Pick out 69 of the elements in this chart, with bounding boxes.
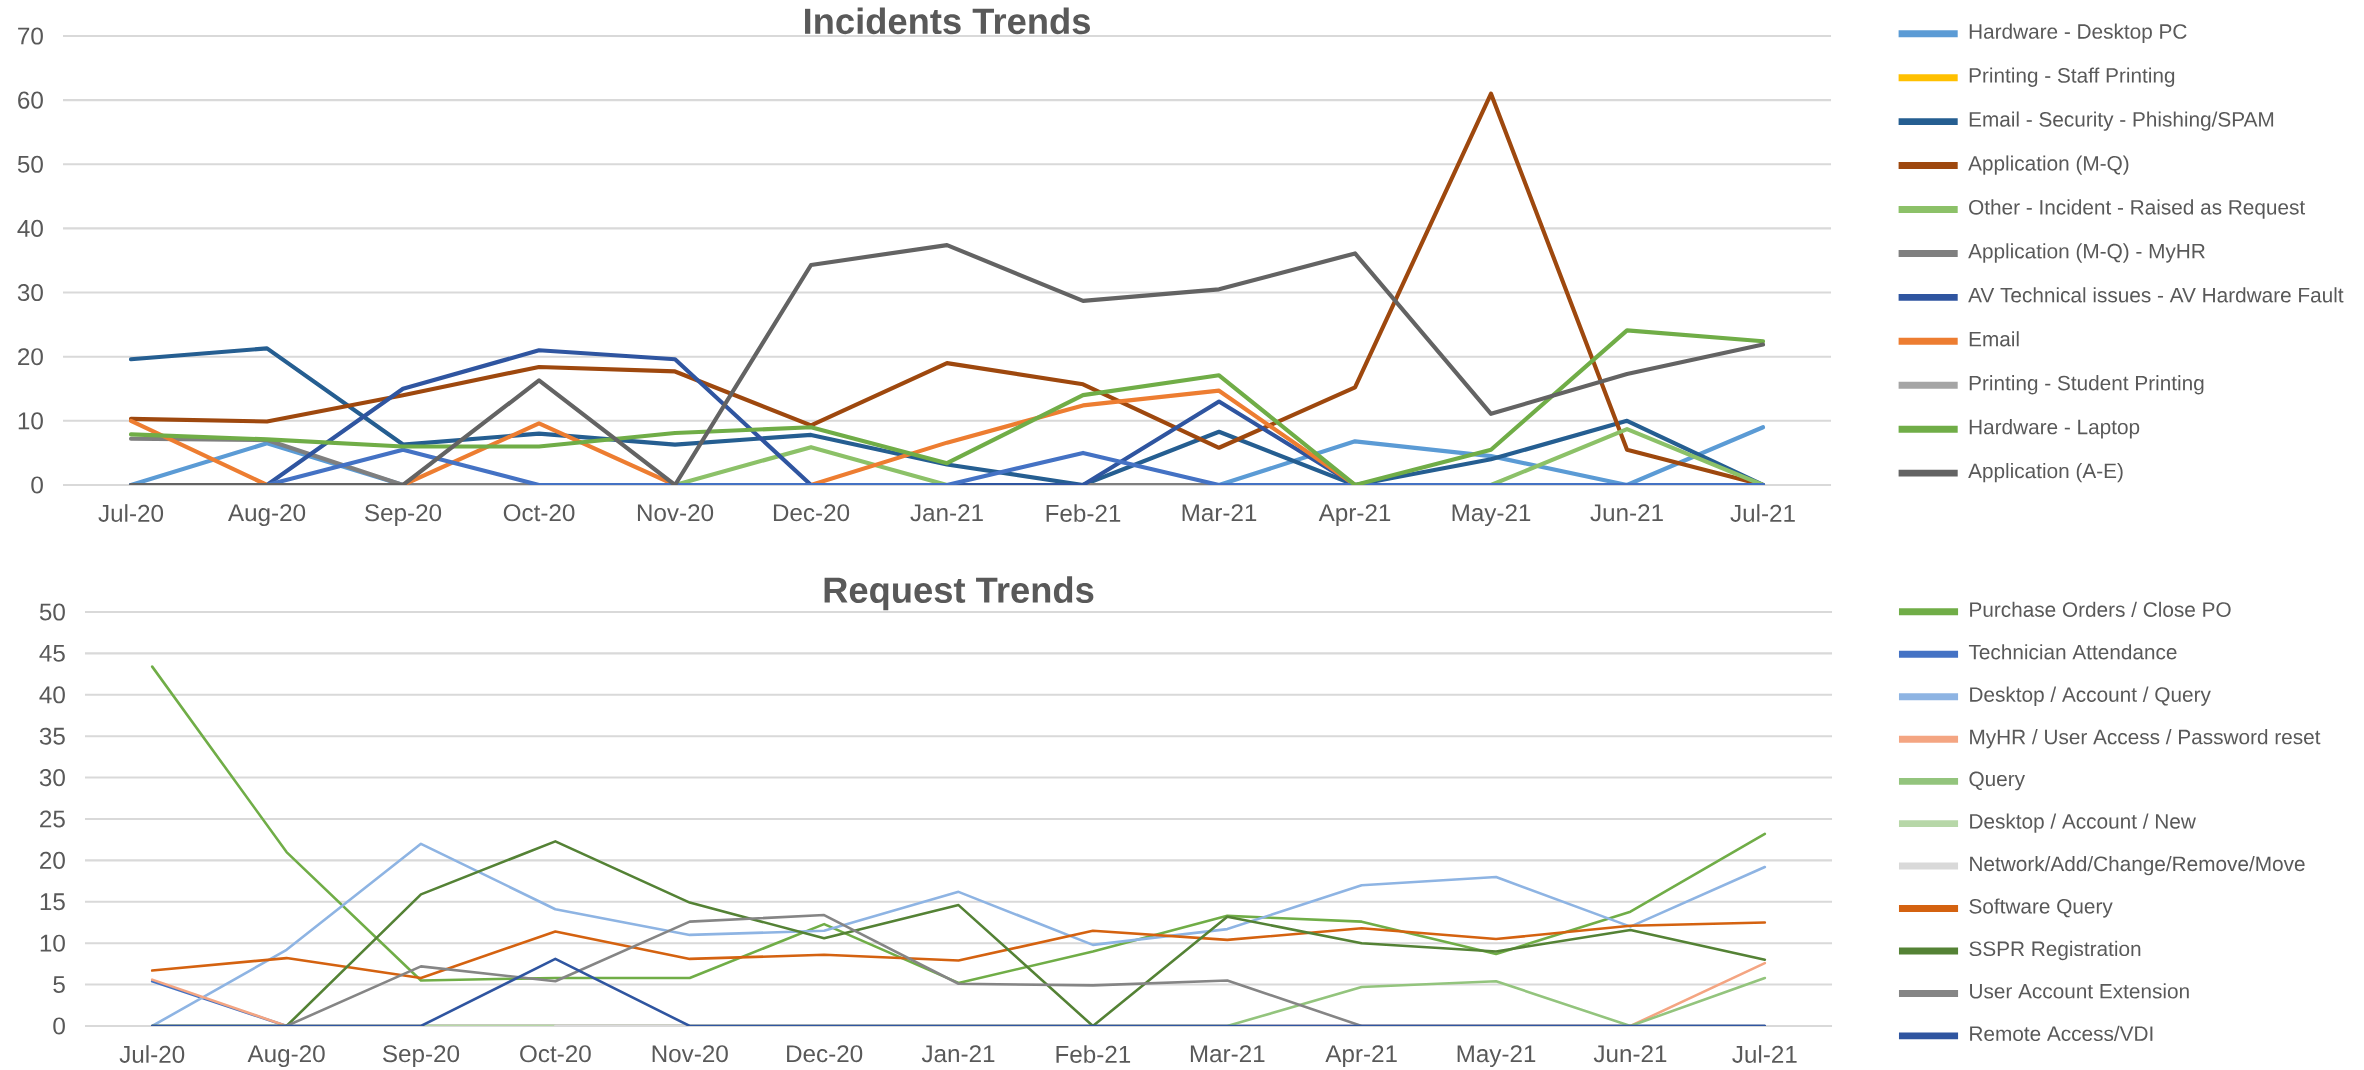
legend-label: User Account Extension	[1970, 983, 2189, 999]
legend-label: AV Technical issues - AV Hardware Fault	[1968, 287, 2344, 303]
legend-label: Printing - Student Printing	[1969, 375, 2204, 395]
legend-label: Application (M-Q)	[1968, 155, 2129, 175]
legend-label: Application (M-Q) - MyHR	[1968, 243, 2205, 263]
x-tick-label: Dec-20	[773, 504, 850, 522]
x-tick-label: Feb-21	[1056, 1045, 1131, 1063]
x-tick-label: Jun-21	[1590, 504, 1663, 522]
y-tick-label: 30	[17, 284, 43, 302]
y-tick-label: 5	[53, 976, 65, 994]
x-tick-label: Apr-21	[1318, 504, 1391, 527]
y-tick-label: 10	[40, 934, 65, 952]
legend-label: Hardware - Laptop	[1969, 419, 2140, 439]
y-tick-label: 0	[53, 1017, 65, 1035]
x-tick-label: Jun-21	[1593, 1045, 1667, 1063]
y-tick-label: 25	[40, 810, 65, 828]
chart-title: Request Trends	[824, 576, 1094, 611]
chart-title: Incidents Trends	[805, 7, 1090, 35]
x-tick-label: Feb-21	[1046, 504, 1121, 522]
y-tick-label: 15	[40, 893, 65, 911]
y-tick-label: 45	[39, 644, 65, 662]
legend-label: Remote Access/VDI	[1970, 1025, 2153, 1042]
x-tick-label: Jul-20	[119, 1045, 185, 1063]
y-tick-label: 50	[39, 603, 65, 621]
x-tick-label: Jan-21	[910, 504, 983, 522]
legend-label: Purchase Orders / Close PO	[1970, 601, 2231, 617]
y-tick-label: 70	[18, 27, 43, 45]
y-tick-label: 30	[39, 769, 65, 787]
legend-label: Query	[1969, 771, 2025, 791]
x-tick-label: Nov-20	[637, 504, 714, 522]
legend-label: Email - Security - Phishing/SPAM	[1969, 111, 2274, 131]
y-tick-label: 40	[17, 219, 43, 237]
x-tick-label: Oct-20	[503, 504, 575, 522]
x-tick-label: Jul-21	[1730, 504, 1795, 522]
x-tick-label: Mar-21	[1182, 504, 1257, 522]
x-tick-label: Jul-20	[98, 504, 164, 522]
y-tick-label: 10	[18, 412, 43, 430]
x-tick-label: Mar-21	[1190, 1045, 1265, 1063]
y-tick-label: 0	[31, 476, 43, 494]
legend-label: Network/Add/Change/Remove/Move	[1970, 855, 2305, 876]
legend-label: MyHR / User Access / Password reset	[1970, 729, 2321, 749]
x-tick-label: Aug-20	[227, 504, 306, 527]
x-tick-label: May-21	[1457, 1045, 1536, 1068]
y-tick-label: 20	[18, 348, 43, 366]
x-tick-label: Jan-21	[921, 1045, 995, 1063]
legend-label: Other - Incident - Raised as Request	[1969, 199, 2306, 219]
legend-label: Technician Attendance	[1968, 644, 2177, 660]
legend-label: Hardware - Desktop PC	[1969, 23, 2187, 43]
legend-label: Printing - Staff Printing	[1969, 67, 2175, 87]
legend-label: Desktop / Account / Query	[1970, 686, 2211, 706]
legend-label: Email	[1969, 331, 2019, 347]
x-tick-label: Nov-20	[652, 1045, 728, 1063]
legend-label: Desktop / Account / New	[1970, 813, 2196, 833]
y-tick-label: 50	[17, 155, 43, 173]
legend-label: Application (A-E)	[1968, 462, 2123, 483]
y-tick-label: 40	[39, 686, 65, 704]
x-tick-label: May-21	[1452, 504, 1531, 527]
x-tick-label: Sep-20	[365, 504, 442, 527]
x-tick-label: Sep-20	[382, 1045, 460, 1068]
x-tick-label: Aug-20	[247, 1045, 325, 1068]
x-tick-label: Dec-20	[787, 1045, 863, 1063]
x-tick-label: Jul-21	[1732, 1045, 1797, 1063]
y-tick-label: 20	[40, 851, 65, 869]
legend-label: Software Query	[1969, 898, 2113, 918]
legend-label: SSPR Registration	[1969, 940, 2141, 961]
y-tick-label: 35	[39, 727, 65, 745]
x-tick-label: Apr-21	[1325, 1045, 1397, 1068]
y-tick-label: 60	[18, 91, 43, 109]
x-tick-label: Oct-20	[520, 1045, 591, 1063]
